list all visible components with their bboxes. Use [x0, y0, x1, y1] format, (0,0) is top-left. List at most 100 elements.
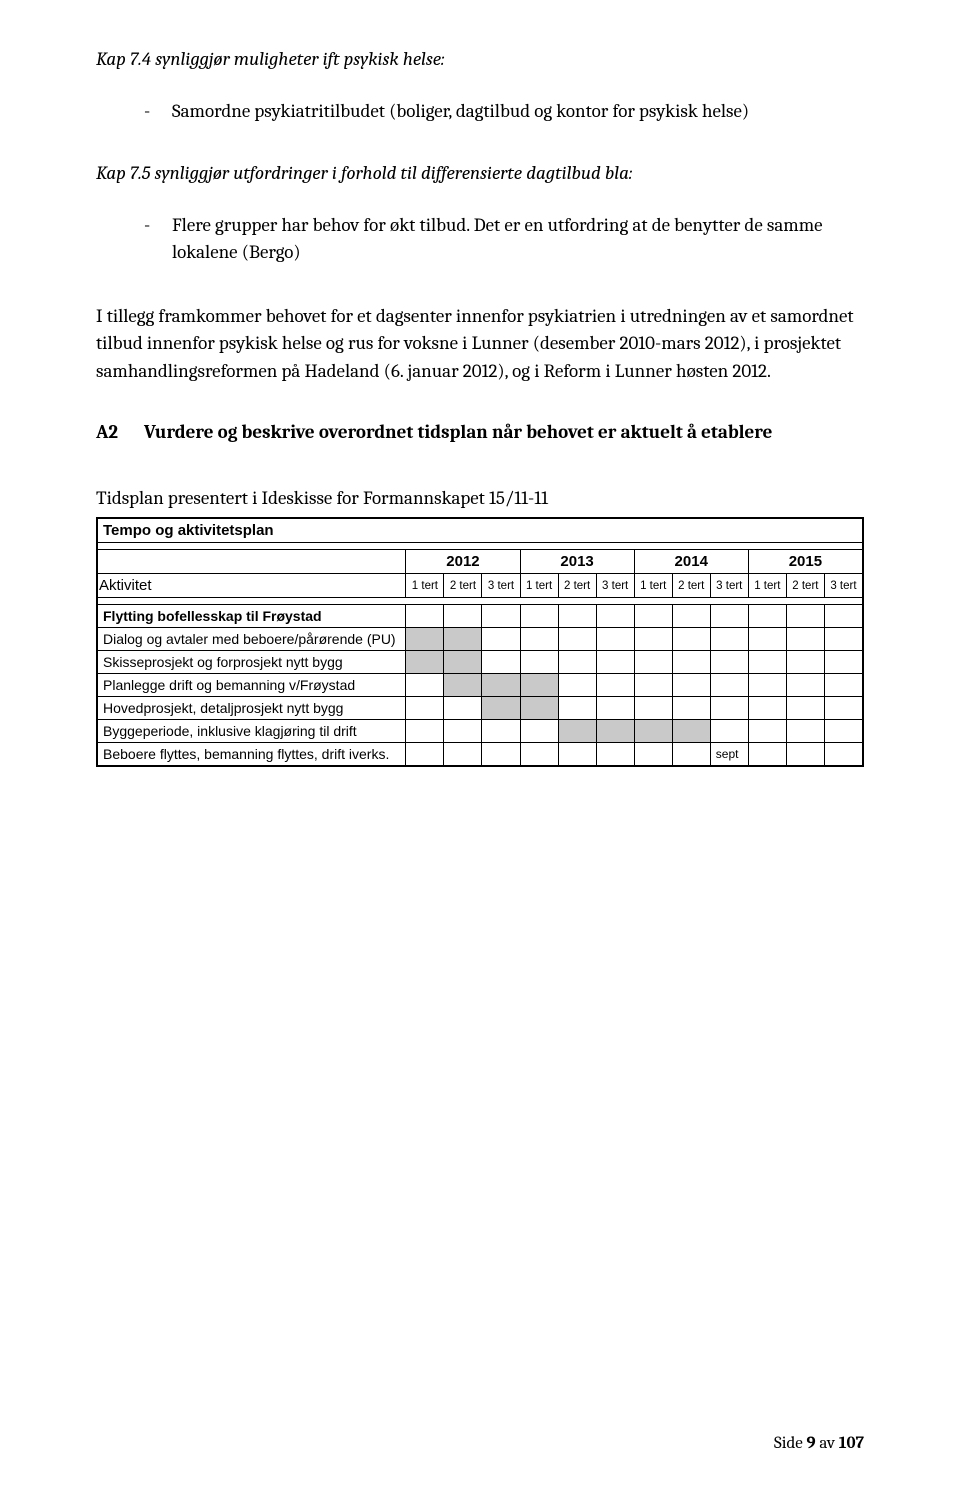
- table-cell: [710, 720, 748, 743]
- tert-header: 2 tert: [786, 574, 824, 598]
- table-cell: [748, 605, 786, 628]
- table-spacer: [98, 598, 863, 605]
- tert-header: 1 tert: [406, 574, 444, 598]
- table-cell: [634, 651, 672, 674]
- table-cell: [406, 605, 444, 628]
- tert-header: 3 tert: [482, 574, 520, 598]
- table-cell: [786, 674, 824, 697]
- table-cell: [710, 651, 748, 674]
- footer-page: 9: [807, 1434, 816, 1453]
- table-cell: sept: [710, 743, 748, 766]
- a2-heading: A2 Vurdere og beskrive overordnet tidspl…: [96, 421, 864, 443]
- footer-total: 107: [839, 1434, 864, 1453]
- table-cell: [406, 743, 444, 766]
- page: Kap 7.4 synliggjør muligheter ift psykis…: [0, 0, 960, 1493]
- a2-label: A2: [96, 421, 144, 443]
- tert-header: 1 tert: [634, 574, 672, 598]
- table-cell: [748, 720, 786, 743]
- tempo-table-inner: Tempo og aktivitetsplan2012201320142015A…: [97, 518, 863, 766]
- body-paragraph: I tillegg framkommer behovet for et dags…: [96, 303, 864, 386]
- table-cell: [634, 605, 672, 628]
- table-cell: [824, 628, 862, 651]
- table-cell: [672, 674, 710, 697]
- kap74-bullet-block: - Samordne psykiatritilbudet (boliger, d…: [96, 98, 864, 126]
- tert-header: 2 tert: [558, 574, 596, 598]
- table-corner: [98, 550, 406, 574]
- table-cell: [748, 651, 786, 674]
- table-cell: [824, 743, 862, 766]
- table-cell: [482, 674, 520, 697]
- year-header: 2015: [748, 550, 862, 574]
- table-cell: [596, 651, 634, 674]
- table-cell: [558, 697, 596, 720]
- table-cell: [824, 651, 862, 674]
- table-cell: [482, 605, 520, 628]
- kap74-bullet: - Samordne psykiatritilbudet (boliger, d…: [144, 98, 864, 126]
- table-cell: [596, 743, 634, 766]
- table-cell: [748, 743, 786, 766]
- table-cell: [444, 651, 482, 674]
- table-cell: [672, 628, 710, 651]
- table-cell: [444, 720, 482, 743]
- tert-header: 2 tert: [444, 574, 482, 598]
- table-cell: [786, 628, 824, 651]
- kap74-heading: Kap 7.4 synliggjør muligheter ift psykis…: [96, 48, 864, 70]
- table-cell: [444, 628, 482, 651]
- table-cell: [444, 605, 482, 628]
- table-cell: [406, 720, 444, 743]
- table-cell: [406, 697, 444, 720]
- table-cell: [596, 628, 634, 651]
- year-header: 2012: [406, 550, 520, 574]
- table-cell: [596, 674, 634, 697]
- table-cell: [596, 720, 634, 743]
- table-cell: [710, 674, 748, 697]
- table-cell: [520, 720, 558, 743]
- tert-header: 3 tert: [596, 574, 634, 598]
- table-cell: [406, 674, 444, 697]
- table-cell: [824, 605, 862, 628]
- table-cell: [596, 605, 634, 628]
- table-cell: [672, 720, 710, 743]
- table-cell: [634, 674, 672, 697]
- table-cell: [672, 697, 710, 720]
- tert-header: 2 tert: [672, 574, 710, 598]
- tert-header: 3 tert: [824, 574, 862, 598]
- tert-header: 3 tert: [710, 574, 748, 598]
- table-cell: [558, 720, 596, 743]
- table-cell: [558, 674, 596, 697]
- table-cell: [672, 651, 710, 674]
- table-cell: [558, 605, 596, 628]
- kap75-bullet-text: Flere grupper har behov for økt tilbud. …: [172, 212, 864, 267]
- table-cell: [748, 674, 786, 697]
- table-cell: [634, 720, 672, 743]
- page-footer: Side 9 av 107: [774, 1434, 864, 1453]
- table-cell: [482, 720, 520, 743]
- table-row-label: Planlegge drift og bemanning v/Frøystad: [98, 674, 406, 697]
- year-header: 2014: [634, 550, 748, 574]
- table-row-label: Beboere flyttes, bemanning flyttes, drif…: [98, 743, 406, 766]
- table-spacer: [98, 543, 863, 550]
- tert-header: 1 tert: [748, 574, 786, 598]
- table-cell: [406, 651, 444, 674]
- table-row-label: Flytting bofellesskap til Frøystad: [98, 605, 406, 628]
- a2-text: Vurdere og beskrive overordnet tidsplan …: [144, 421, 772, 443]
- kap75-heading: Kap 7.5 synliggjør utfordringer i forhol…: [96, 162, 864, 184]
- table-cell: [444, 743, 482, 766]
- table-cell: [558, 743, 596, 766]
- table-cell: [672, 743, 710, 766]
- table-cell: [710, 605, 748, 628]
- table-cell: [520, 697, 558, 720]
- table-cell: [596, 697, 634, 720]
- table-cell: [520, 674, 558, 697]
- table-cell: [520, 651, 558, 674]
- kap75-bullet-block: - Flere grupper har behov for økt tilbud…: [96, 212, 864, 267]
- table-cell: [786, 720, 824, 743]
- table-cell: [786, 651, 824, 674]
- tert-header: 1 tert: [520, 574, 558, 598]
- table-cell: [672, 605, 710, 628]
- table-cell: [786, 605, 824, 628]
- table-cell: [710, 697, 748, 720]
- table-cell: [634, 743, 672, 766]
- table-cell: [634, 697, 672, 720]
- table-cell: [824, 720, 862, 743]
